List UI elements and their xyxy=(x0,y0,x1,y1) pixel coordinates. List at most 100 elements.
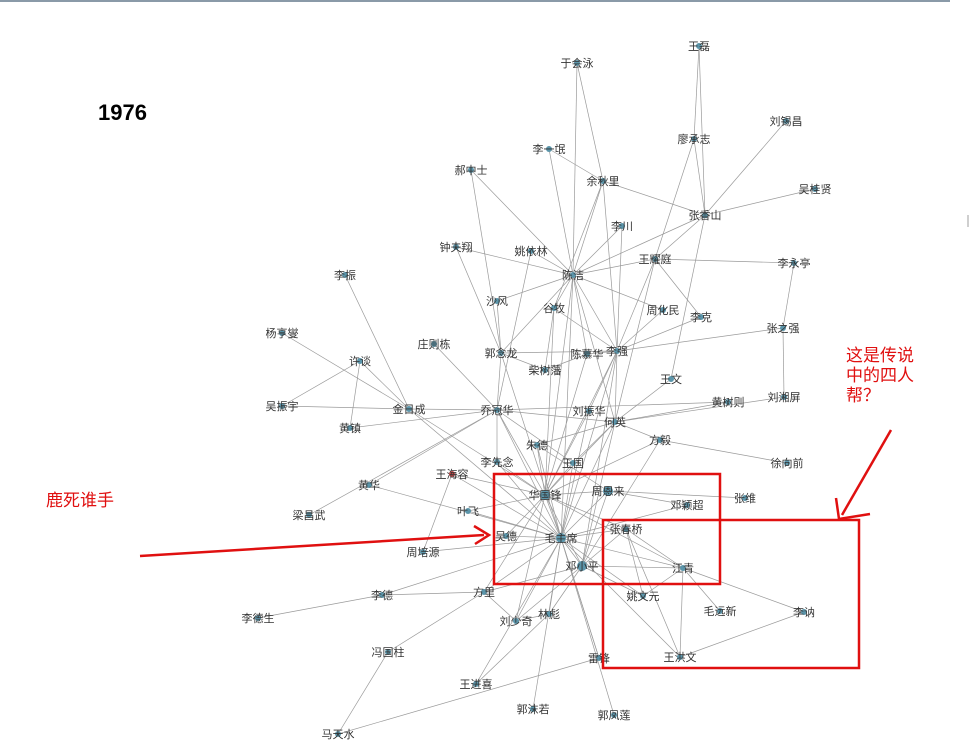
node-dot-zhangjing xyxy=(742,495,748,501)
edge-heying-huaguofeng xyxy=(544,421,616,496)
node-dot-guzhuo xyxy=(551,305,557,311)
edge-wuzhenyu-jinricheng xyxy=(281,405,410,410)
node-dengxiaoping: 邓小平 xyxy=(566,560,599,573)
edge-lide-fangli xyxy=(381,591,485,596)
node-dot-xuxiangqian xyxy=(784,460,790,466)
edge-fangyi-huaguofeng xyxy=(544,439,661,496)
node-chaishufan: 柴树藩 xyxy=(529,363,562,377)
node-label-maoyuanxin: 毛远新 xyxy=(704,604,737,618)
edge-liuxiangping-heying xyxy=(614,396,785,423)
edge-guzhuo-huaguofeng xyxy=(544,307,555,496)
edge-like-liqiang xyxy=(616,316,702,352)
edge-wangyaoting-liyongting xyxy=(654,258,795,264)
edge-dengxiaoping-fangli xyxy=(483,565,583,593)
node-label-lina: 李讷 xyxy=(793,605,815,619)
node-label-jinricheng: 金日成 xyxy=(393,402,426,416)
node-dot-lidesheng xyxy=(255,615,261,621)
edge-xuyi-jinricheng xyxy=(359,360,410,410)
node-matianshui: 马天水 xyxy=(322,728,355,741)
edge-chenmuhua-huaguofeng xyxy=(544,353,588,496)
node-dot-huangzhen xyxy=(347,425,353,431)
node-label-zhongfuxiang: 钟夫翔 xyxy=(440,240,473,254)
node-maozhuxi: 毛主席 xyxy=(545,531,578,545)
node-dot-huangshuze xyxy=(725,399,731,405)
node-dot-xuyi xyxy=(357,358,363,364)
edge-yefei-maozhuxi xyxy=(467,510,562,539)
node-label-zhangchunqiao: 张春桥 xyxy=(610,523,643,536)
edge-qiaoguanhua-wangguo xyxy=(496,409,574,464)
edge-jiangqing-yaowenyuan xyxy=(642,567,684,597)
node-label-lixiannian: 李先念 xyxy=(481,455,514,469)
edge-liyiyin-yuqiuli xyxy=(548,148,604,182)
node-liuzhenhua: 刘振华 xyxy=(573,404,606,418)
node-liushaoqi: 刘少奇 xyxy=(500,615,533,628)
edge-wanglei-zhangxiangshan xyxy=(698,45,706,216)
node-label-wuguixian: 吴桂贤 xyxy=(799,182,832,196)
edge-heying-dengxiaoping xyxy=(581,421,616,567)
node-label-shafeng: 沙风 xyxy=(486,295,508,308)
node-maoyuanxin: 毛远新 xyxy=(704,604,737,618)
node-layer: 王磊于会泳刘锡昌廖承志李一氓郝中士余秋里吴桂贤张香山李川钟夫翔 姚依林陈洁王耀庭李… xyxy=(242,40,832,741)
node-zhouenlai: 周恩来 xyxy=(592,485,625,498)
edge-huangzhen-qiaoguanhua xyxy=(349,409,498,429)
node-dot-yefei xyxy=(465,508,471,514)
node-lizhen: 李振 xyxy=(334,268,356,282)
node-guofenglian: 郭凤莲 xyxy=(598,709,631,722)
node-liqiang: 李强 xyxy=(606,344,628,358)
edge-yuqiuli-chenjie xyxy=(572,180,604,276)
node-dot-matianshui xyxy=(335,731,341,737)
edge-jiangqing-maoyuanxin xyxy=(682,567,721,612)
node-label-dengyingchao: 邓颖超 xyxy=(671,498,704,512)
edge-xuyi-wuzhenyu xyxy=(281,360,361,407)
edge-zhongfuxiang-guomolong xyxy=(455,246,502,354)
node-jiangqing: 江青 xyxy=(672,562,694,575)
node-dot-zhangxiangshan xyxy=(702,212,708,218)
node-dot-zhangzhiqiang xyxy=(780,325,786,331)
node-dot-lixiannian xyxy=(494,459,500,465)
node-dot-liuzhenhua xyxy=(586,408,592,414)
node-zhoupeiyuan: 周培源 xyxy=(407,545,440,559)
edge-guomolong-chaishufan xyxy=(500,352,546,371)
node-lichuan: 李川 xyxy=(611,219,633,233)
node-zhude: 朱德 xyxy=(526,438,548,452)
node-label-zhouhuamin: 周化民 xyxy=(647,303,680,317)
node-dot-zhangchunqiao xyxy=(623,526,629,532)
node-dot-lina xyxy=(801,609,807,615)
node-wuguixian: 吴桂贤 xyxy=(799,182,832,196)
node-wuzhenyu: 吴振宇 xyxy=(266,399,299,413)
edge-lichuan-chenjie xyxy=(572,225,623,276)
edge-chenjie-shafeng xyxy=(496,274,574,302)
node-label-chenjie: 陈洁 xyxy=(562,268,584,282)
edge-yuqiuli-guzhuo xyxy=(553,180,604,309)
node-label-zhuangzedong: 庄则栋 xyxy=(418,337,451,351)
edge-jinricheng-qiaoguanhua xyxy=(408,408,498,411)
edge-fengguozhu-matianshui xyxy=(337,651,389,735)
node-dot-wude xyxy=(503,533,509,539)
node-dot-heying xyxy=(612,419,618,425)
node-label-zhangjing: 张维 xyxy=(734,492,756,505)
edge-wanghairong-huaguofeng xyxy=(451,473,546,496)
edge-zhangxiangshan-wangyaoting xyxy=(654,214,706,260)
edge-liqiang-huaguofeng xyxy=(544,350,618,496)
node-dot-liushaoqi xyxy=(513,618,519,624)
node-label-yefei: 叶飞 xyxy=(457,505,479,518)
edge-huaguofeng-liushaoqi xyxy=(515,494,546,622)
node-label-haozhongshi: 郝中士 xyxy=(455,163,488,177)
edge-huaguofeng-wude xyxy=(505,494,546,537)
node-dot-shafeng xyxy=(494,298,500,304)
node-dot-chenjie xyxy=(570,272,576,278)
node-dot-lizhen xyxy=(342,272,348,278)
node-label-yaowenyuan: 姚文元 xyxy=(627,589,660,603)
edge-wangwen-heying xyxy=(614,378,672,423)
node-label-liuzhenhua: 刘振华 xyxy=(573,404,606,418)
edge-zhangzhiqiang-liqiang xyxy=(616,327,784,352)
edge-yuhuiyong-yuqiuli xyxy=(576,62,604,182)
edge-jiangqing-lina xyxy=(682,567,805,613)
node-label-liyiyin: 李一氓 xyxy=(533,142,566,156)
edge-huaguofeng-maozhuxi xyxy=(544,494,562,539)
gang-of-four-box xyxy=(601,518,861,670)
edge-liqiang-maozhuxi xyxy=(560,350,618,539)
edge-heying-wangguo xyxy=(572,421,616,464)
scroll-edge-mark xyxy=(967,215,969,227)
edge-dengxiaoping-jiangqing xyxy=(581,565,684,569)
